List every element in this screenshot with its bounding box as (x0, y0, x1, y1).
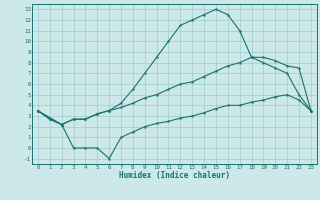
X-axis label: Humidex (Indice chaleur): Humidex (Indice chaleur) (119, 171, 230, 180)
